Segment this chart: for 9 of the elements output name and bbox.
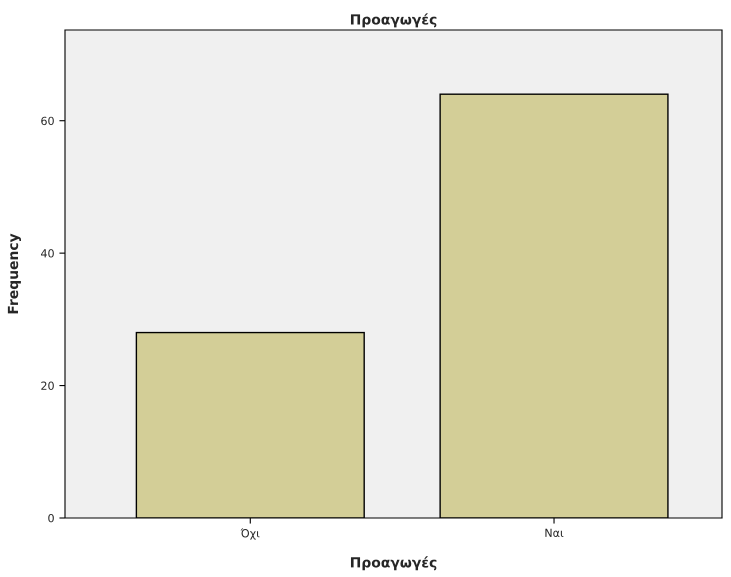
chart-title: Προαγωγές <box>350 13 436 28</box>
y-tick-label: 60 <box>41 116 54 126</box>
y-tick-label: 20 <box>41 382 54 390</box>
y-axis-title: Frequency <box>8 234 21 314</box>
y-tick-label: 0 <box>48 514 54 522</box>
x-axis-title: Προαγωγές <box>350 556 436 570</box>
y-tick-label: 40 <box>40 249 54 258</box>
x-tick-label: Όχι <box>240 528 260 540</box>
x-tick-label: Ναι <box>545 528 564 537</box>
